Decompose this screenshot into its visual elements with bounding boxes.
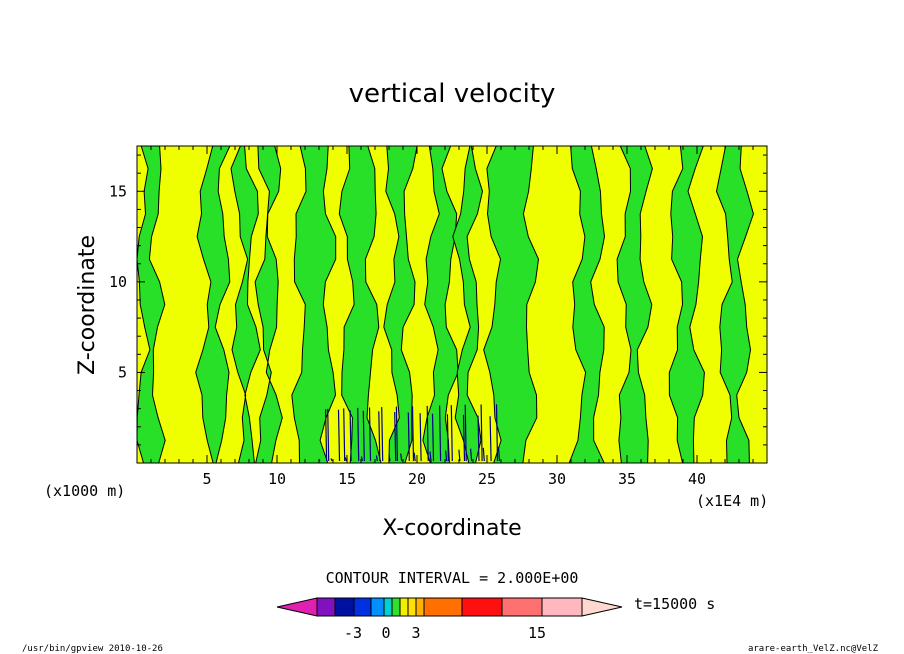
- colorbar-segment: [354, 598, 371, 616]
- x-tick-label: 35: [618, 470, 636, 488]
- x-tick-label: 5: [202, 470, 211, 488]
- colorbar-segment: [335, 598, 354, 616]
- y-tick-label: 15: [109, 182, 127, 200]
- colorbar-segment: [371, 598, 384, 616]
- footer-left: /usr/bin/gpview 2010-10-26: [22, 644, 163, 654]
- colorbar-segment: [462, 598, 502, 616]
- colorbar-label-0: 0: [381, 624, 390, 642]
- colorbar-segment: [400, 598, 408, 616]
- colorbar-segment: [408, 598, 416, 616]
- plot-area: [137, 146, 767, 463]
- contour-interval: CONTOUR INTERVAL = 2.000E+00: [326, 569, 579, 587]
- x-axis-label: X-coordinate: [382, 516, 521, 541]
- colorbar-segment: [384, 598, 392, 616]
- colorbar-segment: [392, 598, 400, 616]
- colorbar-label-3: 3: [411, 624, 420, 642]
- x-tick-label: 40: [688, 470, 706, 488]
- y-axis-label: Z-coordinate: [75, 235, 100, 375]
- colorbar-label-neg3: -3: [344, 624, 362, 642]
- colorbar-label-15: 15: [528, 624, 546, 642]
- colorbar-arrow-left: [277, 598, 317, 616]
- x-unit-right: (x1E4 m): [696, 492, 768, 510]
- x-unit-left: (x1000 m): [44, 482, 125, 500]
- time-label: t=15000 s: [634, 595, 715, 613]
- y-tick-label: 5: [118, 363, 127, 381]
- chart-title: vertical velocity: [349, 79, 556, 109]
- x-tick-label: 25: [478, 470, 496, 488]
- colorbar: [277, 598, 622, 616]
- colorbar-segment: [502, 598, 542, 616]
- x-tick-label: 20: [408, 470, 426, 488]
- footer-right: arare-earth_VelZ.nc@VelZ: [748, 644, 879, 654]
- colorbar-arrow-right: [582, 598, 622, 616]
- colorbar-segment: [317, 598, 335, 616]
- y-tick-label: 10: [109, 273, 127, 291]
- colorbar-segment: [542, 598, 582, 616]
- x-tick-label: 30: [548, 470, 566, 488]
- colorbar-segment: [416, 598, 424, 616]
- x-tick-label: 15: [338, 470, 356, 488]
- colorbar-segment: [424, 598, 462, 616]
- x-tick-label: 10: [268, 470, 286, 488]
